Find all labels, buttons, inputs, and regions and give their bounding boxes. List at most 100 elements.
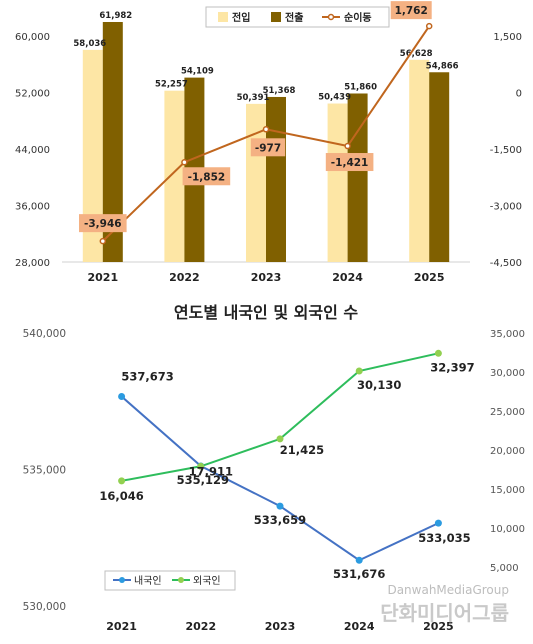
chart1-right-tick-label: -1,500 [490,145,522,156]
chart1-outflow-data-label: 61,982 [99,11,132,21]
chart1-left-tick-label: 52,000 [15,89,50,100]
chart2-korean-data-label: 533,035 [418,531,470,545]
chart1-legend-outflow-label: 전출 [285,11,303,24]
chart1-bar-inflow [327,103,348,262]
chart2-foreign-data-label: 32,397 [430,360,474,374]
chart1-bar-outflow [429,72,450,262]
chart1-legend-box [205,6,390,28]
chart1-inflow-data-label: 58,036 [73,39,106,49]
chart1-x-tick-label: 2024 [332,271,363,284]
chart2-left-tick-label: 530,000 [23,601,66,613]
chart1-left-tick-label: 36,000 [15,202,50,213]
chart2-korean-point [118,393,126,401]
chart1-right-tick-label: -4,500 [490,258,522,269]
chart1-inflow-data-label: 50,439 [318,93,351,103]
watermark-english: DanwahMediaGroup [387,583,509,597]
chart2-legend-korean-label: 내국인 [134,575,162,587]
chart1-bar-outflow [266,96,286,262]
chart1-outflow-data-label: 51,368 [263,86,296,96]
chart2-right-tick-label: 20,000 [490,446,525,457]
chart1-bar-inflow [82,49,103,262]
chart1-x-tick-label: 2023 [251,271,282,284]
chart1-net-point [99,237,107,245]
watermark: DanwahMediaGroup 단화미디어그룹 [380,583,509,626]
chart2-foreign-point [434,349,442,357]
chart1-bar-outflow [102,22,123,263]
chart1-legend-inflow-swatch [218,12,228,22]
chart1-inflow-data-label: 56,628 [400,49,433,59]
chart1-x-tick-label: 2021 [87,271,118,284]
chart2-legend-korean-marker [119,577,125,583]
chart2-foreign-point [197,462,205,470]
chart2-korean-point [355,556,363,564]
chart1-net-data-label: -1,852 [188,171,226,183]
chart1-net-data-label: -977 [255,142,281,154]
chart1-right-tick-label: -3,000 [490,202,522,213]
chart1-legend-net-marker [327,13,335,21]
chart1-net-data-label: -3,946 [84,218,122,230]
chart2-legend-box [104,570,236,591]
chart2-x-tick-label: 2024 [344,620,375,633]
chart1-bar-inflow [164,90,185,262]
chart2-right-tick-label: 30,000 [490,368,525,379]
chart2-foreign-point [118,477,126,485]
chart1-net-point [181,159,188,166]
chart2-korean-data-label: 535,129 [177,473,229,487]
chart1-net-label-box [390,1,432,20]
chart1-net-point [425,22,433,30]
chart1-net-point [344,142,351,150]
chart1-net-data-label: -1,421 [331,157,369,169]
chart2-x-tick-label: 2022 [185,620,216,633]
chart2-legend-foreign-marker [178,577,184,583]
watermark-korean: 단화미디어그룹 [380,601,509,625]
chart1-left-tick-label: 28,000 [15,258,50,269]
chart1-bar-inflow [246,103,266,263]
chart2-right-tick-label: 25,000 [490,407,525,418]
chart2-x-tick-label: 2023 [265,620,296,633]
chart2-left-tick-label: 540,000 [23,328,66,340]
chart2-korean-line [120,395,439,562]
chart1-bar-inflow [409,59,430,262]
chart2-korean-point [276,502,284,510]
chart1-net-label-box [182,167,231,186]
chart1-net-point [262,126,270,133]
chart1-inflow-data-label: 52,257 [155,80,188,90]
chart2-legend-foreign-label: 외국인 [193,575,221,587]
chart2-korean-data-label: 537,673 [121,370,173,384]
chart2-x-tick-label: 2025 [423,620,454,633]
chart1-legend-outflow-swatch [271,12,281,22]
chart2-x-tick-label: 2021 [106,620,137,633]
chart2-korean-point [434,519,442,527]
chart2-left-tick-label: 535,000 [23,465,66,477]
chart2-foreign-data-label: 16,046 [99,489,143,503]
chart2-korean-data-label: 531,676 [333,567,385,581]
chart1-net-data-label: 1,762 [395,5,428,17]
chart1-right-tick-label: 0 [516,89,522,100]
chart1-x-tick-label: 2022 [169,271,200,284]
chart1-outflow-data-label: 54,866 [426,61,459,71]
chart1-x-tick-label: 2025 [414,271,445,284]
chart1-right-tick-label: 1,500 [493,32,522,43]
chart2-right-tick-label: 10,000 [490,524,525,535]
chart1-legend-inflow-label: 전입 [232,11,250,24]
chart1-net-label-box [250,138,286,157]
chart1-bar-outflow [347,93,368,263]
chart1-net-label-box [79,214,127,233]
chart2-foreign-data-label: 21,425 [280,443,324,457]
chart2-right-tick-label: 15,000 [490,485,525,496]
chart1-inflow-data-label: 50,391 [237,93,270,103]
chart1-left-tick-label: 44,000 [15,145,50,156]
chart2-foreign-point [276,435,284,443]
chart2-korean-data-label: 533,659 [254,513,306,527]
chart2-right-tick-label: 5,000 [490,563,519,574]
chart2-right-tick-label: 35,000 [490,329,525,340]
chart2-title: 연도별 내국인 및 외국인 수 [174,303,358,322]
chart1-outflow-data-label: 54,109 [181,67,214,77]
chart1-net-label-box [325,153,374,172]
chart1-left-tick-label: 60,000 [15,32,50,43]
chart1-legend-net-label: 순이동 [344,11,372,24]
chart2-foreign-data-label: 30,130 [357,378,401,392]
chart1-outflow-data-label: 51,860 [344,82,377,92]
